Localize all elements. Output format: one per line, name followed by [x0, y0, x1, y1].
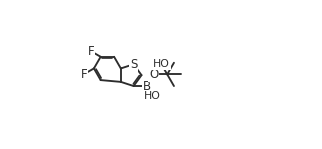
Text: B: B	[143, 80, 151, 93]
Text: HO: HO	[144, 91, 161, 101]
Text: O: O	[149, 68, 158, 81]
Text: HO: HO	[153, 59, 170, 69]
Text: F: F	[88, 45, 94, 58]
Text: F: F	[81, 68, 87, 81]
Text: S: S	[130, 58, 137, 71]
